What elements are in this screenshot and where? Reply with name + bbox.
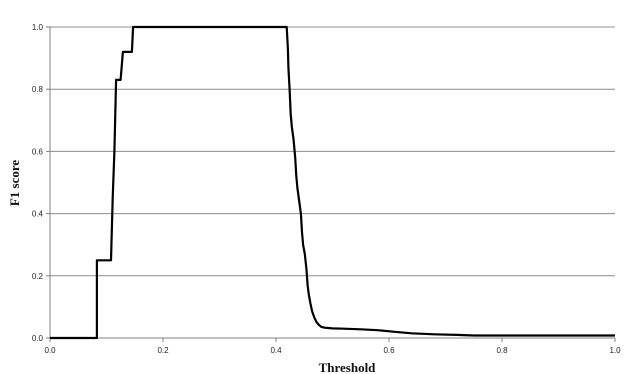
y-tick-label: 0.2 <box>32 272 44 281</box>
y-tick-label: 0.8 <box>32 85 44 94</box>
y-axis-title: F1 score <box>7 160 22 207</box>
x-tick-labels: 0.0 0.2 0.4 0.6 0.8 1.0 <box>44 346 621 355</box>
x-tick-label: 1.0 <box>609 346 621 355</box>
y-tick-label: 1.0 <box>32 23 44 32</box>
x-axis-title: Threshold <box>319 360 377 374</box>
x-tick-label: 0.0 <box>44 346 56 355</box>
y-tick-labels: 0.0 0.2 0.4 0.6 0.8 1.0 <box>32 23 44 343</box>
y-tick-label: 0.4 <box>32 210 44 219</box>
x-tick-label: 0.8 <box>496 346 508 355</box>
x-tick-label: 0.6 <box>383 346 395 355</box>
x-tick-label: 0.2 <box>157 346 169 355</box>
x-tick-label: 0.4 <box>270 346 282 355</box>
y-tick-label: 0.6 <box>32 147 44 156</box>
series-line-f1 <box>50 25 615 340</box>
series-layer <box>50 25 615 340</box>
y-tick-label: 0.0 <box>32 334 44 343</box>
axes <box>46 26 616 342</box>
